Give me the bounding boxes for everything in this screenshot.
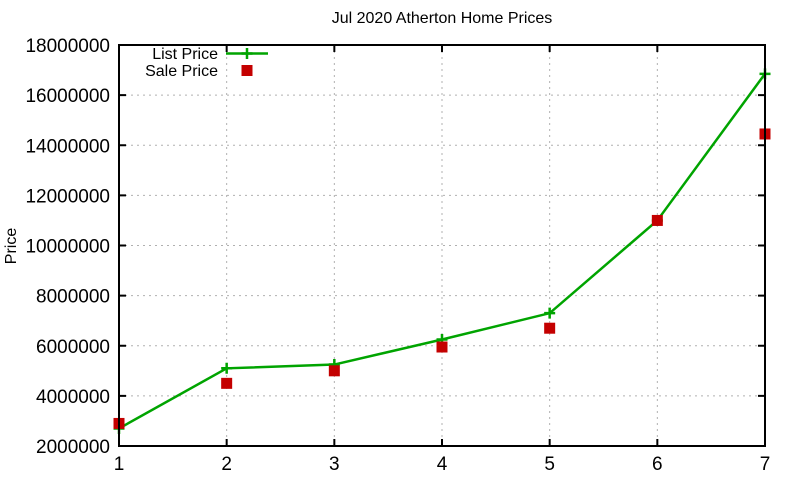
axis-layer [118, 44, 766, 447]
legend-label-sale-price: Sale Price [145, 63, 218, 80]
x-tick-label: 7 [760, 454, 771, 475]
sale-price-square-marker [651, 214, 663, 226]
sale-price-square-marker [436, 341, 448, 353]
y-tick-label: 14000000 [25, 136, 110, 157]
y-tick-label: 18000000 [25, 36, 110, 57]
y-axis-label: Price [3, 228, 20, 265]
chart-title: Jul 2020 Atherton Home Prices [332, 10, 553, 27]
legend-sample-sale-price-square-icon [241, 65, 253, 76]
x-tick-label: 2 [221, 454, 232, 475]
x-tick-label: 4 [437, 454, 448, 475]
x-tick-label: 6 [652, 454, 663, 475]
y-tick-label: 6000000 [36, 337, 110, 358]
legend-sample-list-price-plus-icon [241, 48, 253, 59]
y-tick-label: 12000000 [25, 186, 110, 207]
x-tick-label: 1 [114, 454, 125, 475]
legend-label-list-price: List Price [152, 46, 218, 63]
y-tick-label: 8000000 [36, 287, 110, 308]
tick-label-layer: 1 2 3 4 5 6 7 2000000 4000000 6000000 8000000 10000… [25, 36, 770, 475]
x-tick-label: 3 [329, 454, 340, 475]
y-tick-label: 4000000 [36, 387, 110, 408]
sale-price-square-marker [544, 322, 556, 334]
y-tick-label: 2000000 [36, 437, 110, 458]
list-price-plus-marker [221, 362, 233, 374]
series-layer [113, 68, 771, 434]
y-tick-label: 16000000 [25, 86, 110, 107]
grid-layer [119, 45, 765, 446]
legend: List Price Sale Price [145, 46, 268, 80]
y-tick-label: 10000000 [25, 237, 110, 258]
x-tick-label: 5 [544, 454, 555, 475]
sale-price-square-marker [221, 377, 233, 389]
list-price-plus-marker [544, 307, 556, 319]
sale-price-square-marker [328, 365, 340, 377]
